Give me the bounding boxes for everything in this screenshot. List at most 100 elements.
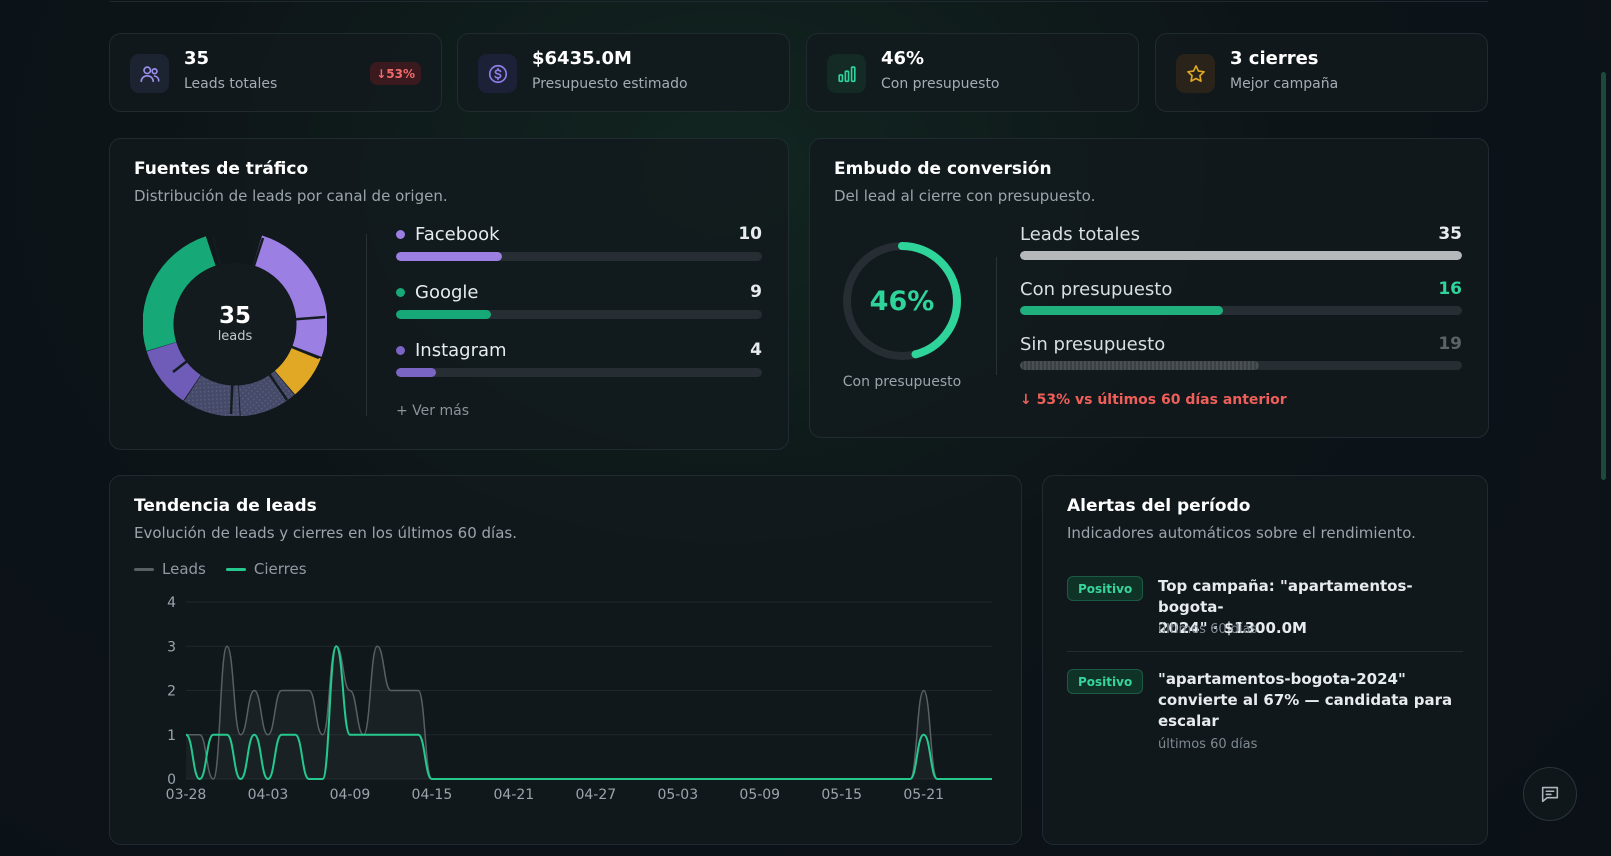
funnel-bar bbox=[1020, 306, 1462, 315]
positive-badge: Positivo bbox=[1067, 576, 1144, 601]
source-bar bbox=[396, 368, 762, 377]
card-subtitle: Del lead al cierre con presupuesto. bbox=[834, 187, 1096, 205]
funnel-bar bbox=[1020, 361, 1462, 370]
source-bar-fill bbox=[396, 368, 437, 377]
kpi-card-leads[interactable]: 35 Leads totales ↓53% bbox=[109, 33, 442, 112]
card-subtitle: Evolución de leads y cierres en los últi… bbox=[134, 524, 517, 542]
alert-item[interactable]: Positivo Top campaña: "apartamentos-bogo… bbox=[1067, 576, 1463, 639]
kpi-label: Leads totales bbox=[184, 76, 278, 92]
source-bar-fill bbox=[396, 252, 503, 261]
alert-divider bbox=[1067, 651, 1463, 652]
users-icon bbox=[130, 54, 169, 93]
top-divider bbox=[110, 1, 1488, 2]
source-dot bbox=[396, 346, 405, 355]
legend-label: Leads bbox=[162, 560, 206, 578]
kpi-card-best-campaign[interactable]: 3 cierres Mejor campaña bbox=[1155, 33, 1488, 112]
conversion-label: Con presupuesto bbox=[842, 374, 962, 390]
alerts-card: Alertas del período Indicadores automáti… bbox=[1042, 475, 1488, 845]
alert-item[interactable]: Positivo "apartamentos-bogota-2024" conv… bbox=[1067, 669, 1463, 752]
y-tick-label: 3 bbox=[167, 639, 176, 655]
alert-text-line: escalar bbox=[1158, 712, 1219, 730]
kpi-card-budget[interactable]: $6435.0M Presupuesto estimado bbox=[457, 33, 790, 112]
x-tick-label: 04-27 bbox=[575, 787, 616, 803]
card-title: Fuentes de tráfico bbox=[134, 159, 309, 179]
alert-text: Top campaña: "apartamentos-bogota- 2024"… bbox=[1158, 576, 1462, 639]
traffic-sources-card: Fuentes de tráfico Distribución de leads… bbox=[109, 138, 789, 450]
kpi-value: 46% bbox=[881, 48, 925, 69]
funnel-count: 19 bbox=[1438, 334, 1462, 354]
legend-label: Cierres bbox=[253, 560, 307, 578]
x-tick-label: 04-15 bbox=[412, 787, 453, 803]
chat-icon bbox=[1541, 786, 1559, 803]
star-icon bbox=[1176, 54, 1215, 93]
leads-area bbox=[186, 646, 992, 779]
legend-swatch bbox=[225, 567, 246, 571]
alert-text-line: Top campaña: "apartamentos-bogota- bbox=[1158, 577, 1413, 616]
line-chart[interactable]: 0 1 2 3 4 03-28 04-03 04-09 04-15 04-21 04-27 05-03… bbox=[110, 476, 1023, 846]
funnel-count: 35 bbox=[1438, 224, 1462, 244]
source-count: 10 bbox=[738, 224, 762, 244]
donut-slice-other-2 bbox=[142, 231, 328, 417]
donut-chart[interactable]: 35 leads bbox=[142, 231, 328, 417]
source-bar-fill bbox=[396, 310, 492, 319]
donut-unit: leads bbox=[217, 329, 253, 345]
x-tick-label: 04-03 bbox=[248, 787, 289, 803]
source-bar bbox=[396, 310, 762, 319]
scrollbar-thumb[interactable] bbox=[1601, 72, 1606, 480]
conversion-funnel-card: Embudo de conversión Del lead al cierre … bbox=[809, 138, 1489, 438]
funnel-bar-fill bbox=[1020, 251, 1462, 260]
x-tick-label: 05-09 bbox=[739, 787, 780, 803]
alert-text-line: convierte al 67% — candidata para bbox=[1158, 691, 1453, 709]
source-count: 4 bbox=[750, 340, 762, 360]
x-tick-label: 05-21 bbox=[903, 787, 944, 803]
divider bbox=[996, 257, 997, 375]
funnel-count: 16 bbox=[1438, 279, 1462, 299]
x-tick-label: 04-21 bbox=[494, 787, 535, 803]
conversion-ring bbox=[843, 242, 961, 360]
alert-text-line: 2024" · $1300.0M bbox=[1158, 619, 1307, 637]
divider bbox=[366, 234, 367, 416]
legend-swatch bbox=[134, 567, 154, 571]
chat-button[interactable] bbox=[1523, 767, 1577, 821]
kpi-label: Presupuesto estimado bbox=[532, 76, 688, 92]
legend-item-closings[interactable]: Cierres bbox=[225, 560, 307, 578]
source-dot bbox=[396, 230, 405, 239]
funnel-name: Sin presupuesto bbox=[1020, 334, 1166, 355]
kpi-value: $6435.0M bbox=[532, 48, 632, 69]
conversion-ring-arc bbox=[843, 242, 961, 360]
x-tick-label: 05-15 bbox=[821, 787, 862, 803]
x-tick-label: 05-03 bbox=[657, 787, 698, 803]
kpi-value: 35 bbox=[184, 48, 210, 69]
chart-legend: Leads Cierres bbox=[134, 560, 307, 578]
lead-trend-card: Tendencia de leads Evolución de leads y … bbox=[109, 475, 1022, 845]
funnel-bar-fill bbox=[1020, 306, 1224, 315]
closings-series-line bbox=[185, 645, 992, 781]
dollar-icon bbox=[478, 54, 517, 93]
y-tick-label: 0 bbox=[167, 772, 176, 788]
alert-text-line: "apartamentos-bogota-2024" bbox=[1158, 670, 1406, 688]
y-tick-label: 4 bbox=[167, 595, 176, 611]
funnel-bar-fill bbox=[1020, 361, 1259, 370]
funnel-bar bbox=[1020, 251, 1462, 260]
kpi-card-conversion[interactable]: 46% Con presupuesto bbox=[806, 33, 1139, 112]
funnel-delta: ↓ 53% vs últimos 60 días anterior bbox=[1020, 392, 1287, 408]
y-tick-label: 1 bbox=[167, 728, 176, 744]
card-subtitle: Distribución de leads por canal de orige… bbox=[134, 187, 448, 205]
x-tick-label: 03-28 bbox=[166, 787, 207, 803]
card-title: Embudo de conversión bbox=[834, 159, 1052, 179]
alert-text: "apartamentos-bogota-2024" convierte al … bbox=[1158, 669, 1462, 732]
kpi-label: Con presupuesto bbox=[881, 76, 1000, 92]
legend-item-leads[interactable]: Leads bbox=[134, 560, 206, 578]
delta-badge: ↓53% bbox=[370, 62, 421, 85]
conversion-percent: 46% bbox=[869, 285, 935, 317]
alert-period: últimos 60 días bbox=[1158, 622, 1258, 637]
donut-center: 35 leads bbox=[143, 232, 327, 416]
kpi-label: Mejor campaña bbox=[1230, 76, 1339, 92]
source-bar bbox=[396, 252, 762, 261]
source-count: 9 bbox=[750, 282, 762, 302]
source-name: Instagram bbox=[415, 340, 507, 361]
positive-badge: Positivo bbox=[1067, 669, 1144, 694]
see-more-link[interactable]: + Ver más bbox=[396, 403, 470, 419]
source-name: Facebook bbox=[415, 224, 500, 245]
source-dot bbox=[396, 288, 405, 297]
